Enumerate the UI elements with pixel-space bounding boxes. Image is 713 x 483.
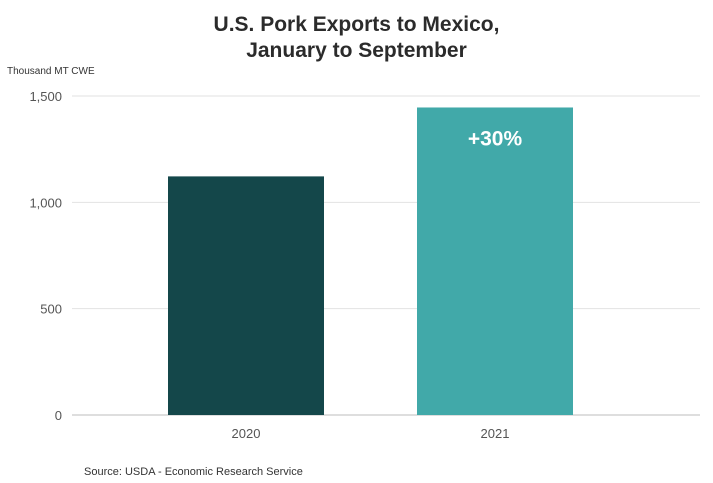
- y-axis-label: Thousand MT CWE: [7, 66, 95, 77]
- chart-title-line-2: January to September: [246, 39, 467, 62]
- bar-2021: [417, 107, 573, 415]
- x-tick-label: 2021: [481, 426, 510, 441]
- y-tick-label: 1,000: [29, 195, 62, 210]
- chart-title: U.S. Pork Exports to Mexico, January to …: [0, 12, 713, 64]
- x-tick-label: 2020: [232, 426, 261, 441]
- chart-title-line-1: U.S. Pork Exports to Mexico,: [213, 13, 500, 36]
- y-tick-label: 0: [55, 408, 62, 423]
- source-note: Source: USDA - Economic Research Service: [84, 466, 303, 478]
- bar-annotation: +30%: [468, 127, 523, 150]
- bar-2020: [168, 176, 324, 415]
- y-tick-label: 500: [40, 302, 62, 317]
- y-tick-label: 1,500: [29, 89, 62, 104]
